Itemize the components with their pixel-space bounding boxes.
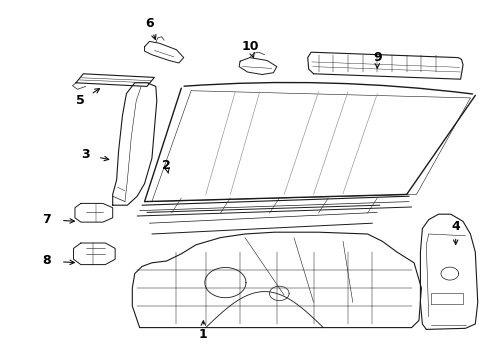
- Text: 6: 6: [145, 17, 154, 30]
- Text: 3: 3: [81, 148, 90, 161]
- Text: 4: 4: [451, 220, 460, 233]
- Text: 10: 10: [241, 40, 259, 53]
- Text: 2: 2: [162, 159, 171, 172]
- Text: 8: 8: [42, 255, 51, 267]
- Text: 1: 1: [199, 328, 208, 341]
- Text: 7: 7: [42, 213, 51, 226]
- Text: 9: 9: [373, 51, 382, 64]
- Text: 5: 5: [76, 94, 85, 107]
